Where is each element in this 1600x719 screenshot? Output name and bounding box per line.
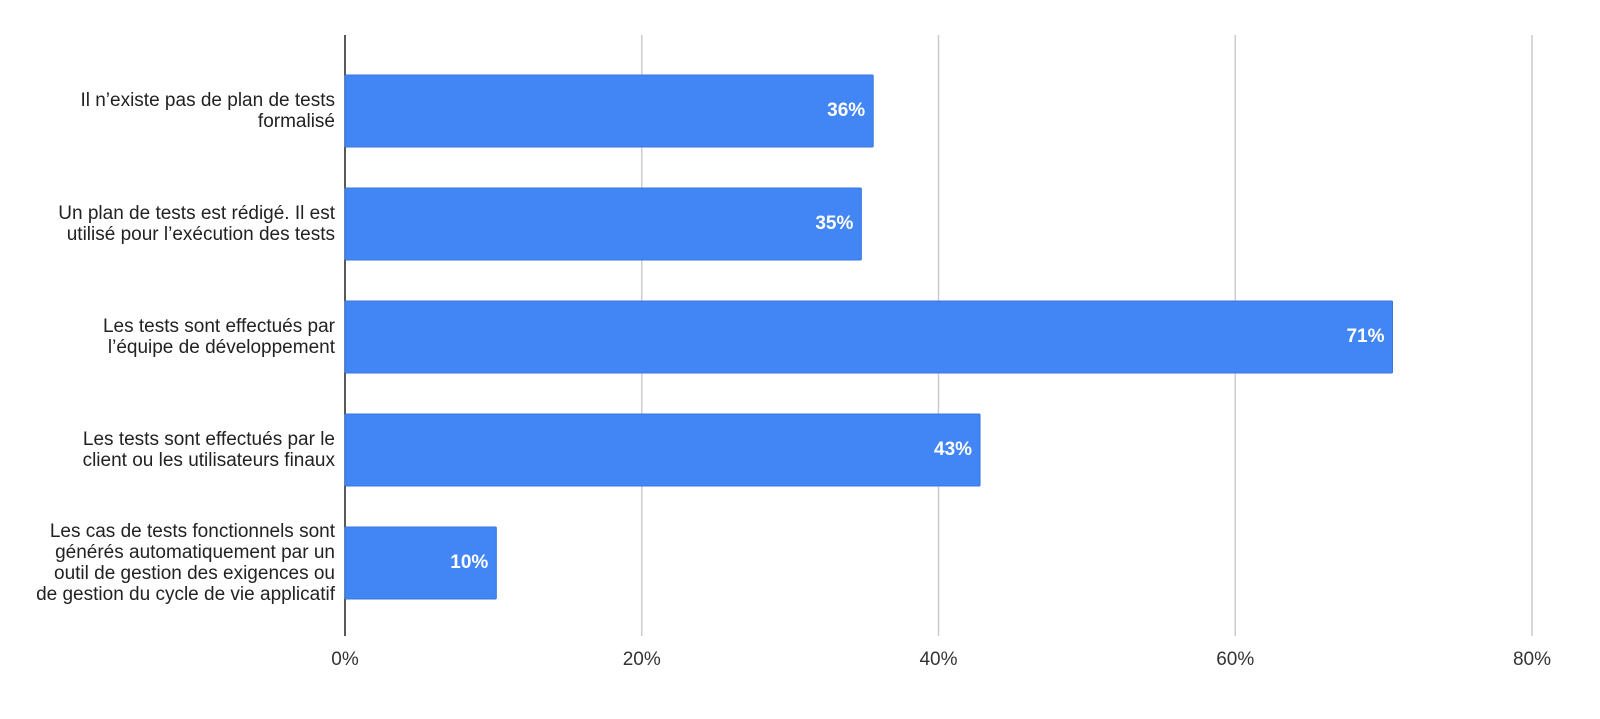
value-label: 36% [827,100,865,121]
x-tick-label: 20% [623,649,661,670]
x-tick-label: 80% [1513,649,1551,670]
category-label: Il n’existe pas de plan de tests formali… [80,90,335,132]
value-label: 43% [934,439,972,460]
category-label: Les tests sont effectués par le client o… [82,429,335,471]
bar [344,74,874,148]
category-label: Un plan de tests est rédigé. Il est util… [58,203,335,245]
x-tick-label: 40% [919,649,957,670]
value-label: 35% [815,213,853,234]
category-label: Les tests sont effectués par l’équipe de… [102,316,335,358]
value-label: 10% [450,552,488,573]
value-label: 71% [1346,326,1384,347]
x-tick-label: 60% [1216,649,1254,670]
x-tick-label: 0% [331,649,359,670]
bar [344,187,862,261]
bar [344,300,1394,374]
bar [344,413,981,487]
category-label: Les cas de tests fonctionnels sont génér… [36,521,335,605]
bar [344,526,497,600]
